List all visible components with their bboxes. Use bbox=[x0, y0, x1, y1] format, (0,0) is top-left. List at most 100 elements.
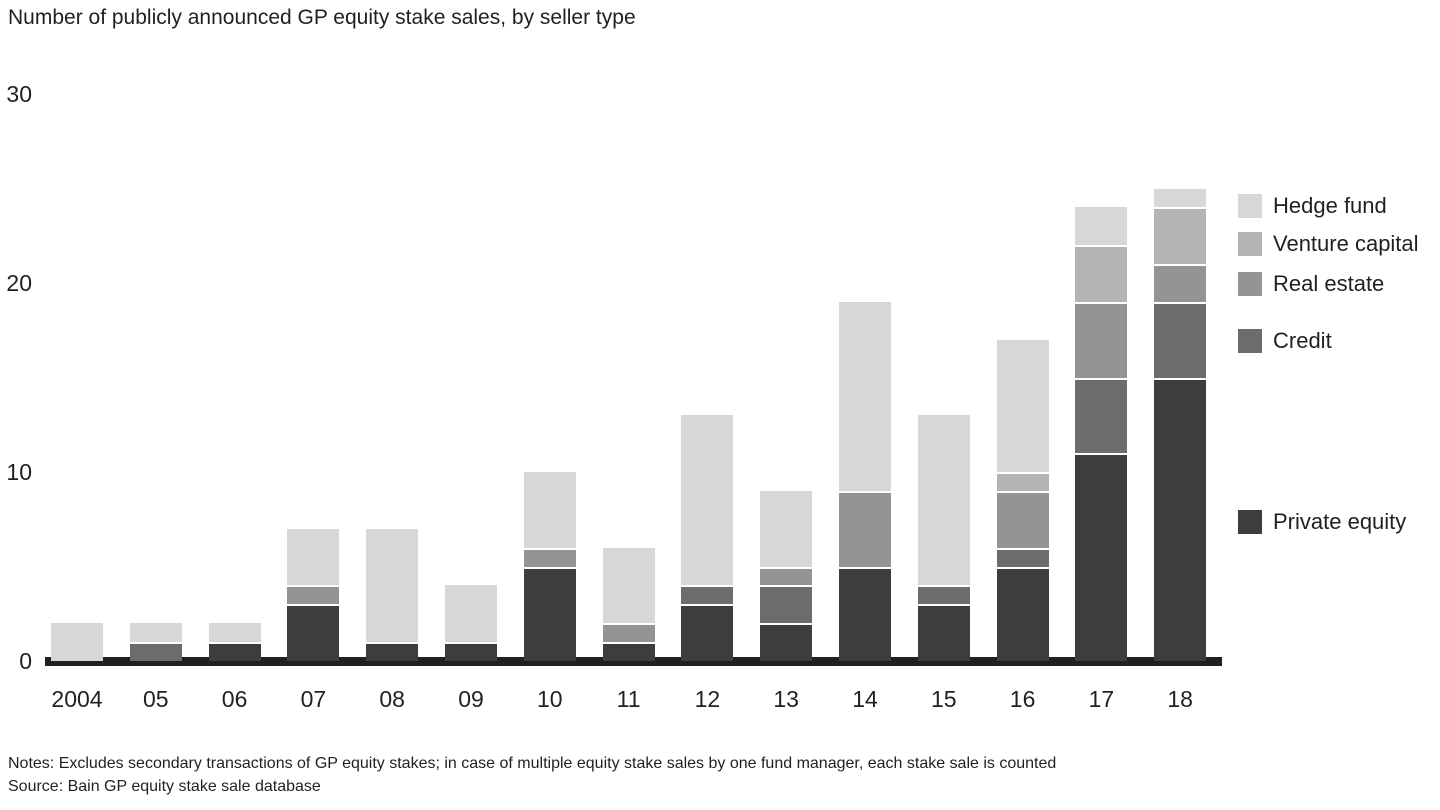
bar-segment-real-estate bbox=[996, 490, 1049, 548]
legend-label: Real estate bbox=[1273, 271, 1385, 296]
legend-label: Hedge fund bbox=[1273, 193, 1387, 218]
bar-segment-hedge-fund bbox=[129, 623, 182, 643]
bar-06 bbox=[208, 623, 261, 661]
bar-segment-credit bbox=[1075, 377, 1128, 454]
bar-17 bbox=[1075, 207, 1128, 661]
bar-segment-credit bbox=[1154, 301, 1207, 378]
y-axis-tick-label: 10 bbox=[6, 459, 32, 485]
bar-segment-real-estate bbox=[760, 566, 813, 586]
y-axis-tick-label: 30 bbox=[6, 81, 32, 107]
x-axis-tick-label: 08 bbox=[379, 686, 405, 712]
bar-segment-venture-capital bbox=[996, 472, 1049, 491]
x-axis-tick-label: 15 bbox=[931, 686, 957, 712]
bar-segment-venture-capital bbox=[1075, 245, 1128, 302]
bar-16 bbox=[996, 339, 1049, 661]
x-axis-tick-label: 05 bbox=[143, 686, 169, 712]
bar-segment-private-equity bbox=[996, 566, 1049, 661]
x-axis-tick-label: 18 bbox=[1167, 686, 1193, 712]
bar-10 bbox=[523, 472, 576, 661]
bar-14 bbox=[839, 301, 891, 661]
bar-2004 bbox=[51, 623, 103, 661]
bar-segment-credit bbox=[760, 585, 813, 624]
legend-swatch-venture-capital bbox=[1238, 232, 1262, 256]
bar-segment-hedge-fund bbox=[681, 415, 734, 586]
notes-block: Notes: Excludes secondary transactions o… bbox=[8, 752, 1056, 798]
x-axis-tick-label: 10 bbox=[537, 686, 563, 712]
legend-swatch-real-estate bbox=[1238, 272, 1262, 296]
x-axis-tick-label: 09 bbox=[458, 686, 484, 712]
bar-05 bbox=[129, 623, 182, 661]
legend-item-private-equity: Private equity bbox=[1238, 510, 1406, 534]
bar-segment-hedge-fund bbox=[917, 415, 970, 586]
x-axis-tick-label: 06 bbox=[221, 686, 248, 712]
bar-segment-real-estate bbox=[1154, 264, 1207, 302]
bar-13 bbox=[760, 490, 813, 661]
bar-segment-hedge-fund bbox=[760, 490, 813, 567]
source-text: Source: Bain GP equity stake sale databa… bbox=[8, 778, 321, 795]
x-axis-tick-label: 14 bbox=[852, 686, 878, 712]
bar-segment-credit bbox=[996, 547, 1049, 567]
bar-segment-private-equity bbox=[445, 642, 497, 661]
bar-segment-private-equity bbox=[208, 642, 261, 661]
bar-segment-hedge-fund bbox=[839, 301, 891, 491]
legend-swatch-credit bbox=[1238, 329, 1262, 353]
legend-label: Venture capital bbox=[1273, 231, 1419, 256]
chart-title: Number of publicly announced GP equity s… bbox=[8, 6, 636, 29]
bar-07 bbox=[287, 528, 340, 661]
bar-segment-real-estate bbox=[839, 490, 891, 567]
legend-item-credit: Credit bbox=[1238, 329, 1332, 353]
bar-11 bbox=[602, 547, 655, 661]
bar-segment-hedge-fund bbox=[287, 528, 340, 586]
notes-text: Notes: Excludes secondary transactions o… bbox=[8, 755, 1057, 772]
bar-segment-hedge-fund bbox=[1154, 188, 1207, 208]
legend-swatch-private-equity bbox=[1238, 510, 1262, 534]
bar-segment-hedge-fund bbox=[1075, 207, 1128, 246]
legend-item-hedge-fund: Hedge fund bbox=[1238, 194, 1387, 218]
bar-segment-hedge-fund bbox=[366, 528, 419, 643]
bar-segment-private-equity bbox=[917, 604, 970, 661]
bar-segment-credit bbox=[129, 642, 182, 661]
bar-segment-private-equity bbox=[760, 623, 813, 661]
bar-segment-hedge-fund bbox=[996, 339, 1049, 473]
legend-item-venture-capital: Venture capital bbox=[1238, 232, 1419, 256]
bar-segment-venture-capital bbox=[1154, 207, 1207, 265]
legend-label: Private equity bbox=[1273, 509, 1407, 534]
x-axis-tick-label: 13 bbox=[773, 686, 799, 712]
bar-segment-private-equity bbox=[1075, 453, 1128, 661]
legend-label: Credit bbox=[1273, 328, 1332, 353]
x-axis-tick-label: 12 bbox=[694, 686, 721, 712]
bar-segment-private-equity bbox=[602, 642, 655, 661]
bar-segment-credit bbox=[917, 585, 970, 605]
bar-08 bbox=[366, 528, 419, 661]
x-axis-tick-label: 16 bbox=[1009, 686, 1036, 712]
y-axis-tick-label: 20 bbox=[6, 270, 32, 296]
bar-segment-hedge-fund bbox=[602, 547, 655, 624]
x-axis-tick-label: 17 bbox=[1088, 686, 1115, 712]
bar-segment-private-equity bbox=[287, 604, 340, 661]
bar-segment-real-estate bbox=[602, 623, 655, 643]
bar-segment-private-equity bbox=[1154, 377, 1207, 661]
bar-09 bbox=[445, 585, 497, 661]
bar-segment-hedge-fund bbox=[51, 623, 103, 661]
bar-segment-hedge-fund bbox=[445, 585, 497, 643]
legend-item-real-estate: Real estate bbox=[1238, 272, 1384, 296]
x-axis-tick-label: 11 bbox=[616, 686, 641, 712]
bar-segment-real-estate bbox=[1075, 301, 1128, 378]
bar-segment-private-equity bbox=[681, 604, 734, 661]
bar-segment-private-equity bbox=[523, 566, 576, 661]
x-axis-line bbox=[45, 657, 1222, 666]
y-axis-tick-label: 0 bbox=[19, 648, 32, 674]
x-axis-tick-label: 2004 bbox=[51, 686, 103, 712]
bar-segment-real-estate bbox=[523, 547, 576, 567]
bar-segment-private-equity bbox=[839, 566, 891, 661]
bar-12 bbox=[681, 415, 734, 661]
bar-segment-hedge-fund bbox=[208, 623, 261, 643]
bar-15 bbox=[917, 415, 970, 661]
bar-18 bbox=[1154, 188, 1207, 661]
legend-swatch-hedge-fund bbox=[1238, 194, 1262, 218]
bar-segment-hedge-fund bbox=[523, 472, 576, 548]
bar-segment-credit bbox=[681, 585, 734, 605]
bar-segment-real-estate bbox=[287, 585, 340, 605]
bar-segment-private-equity bbox=[366, 642, 419, 661]
